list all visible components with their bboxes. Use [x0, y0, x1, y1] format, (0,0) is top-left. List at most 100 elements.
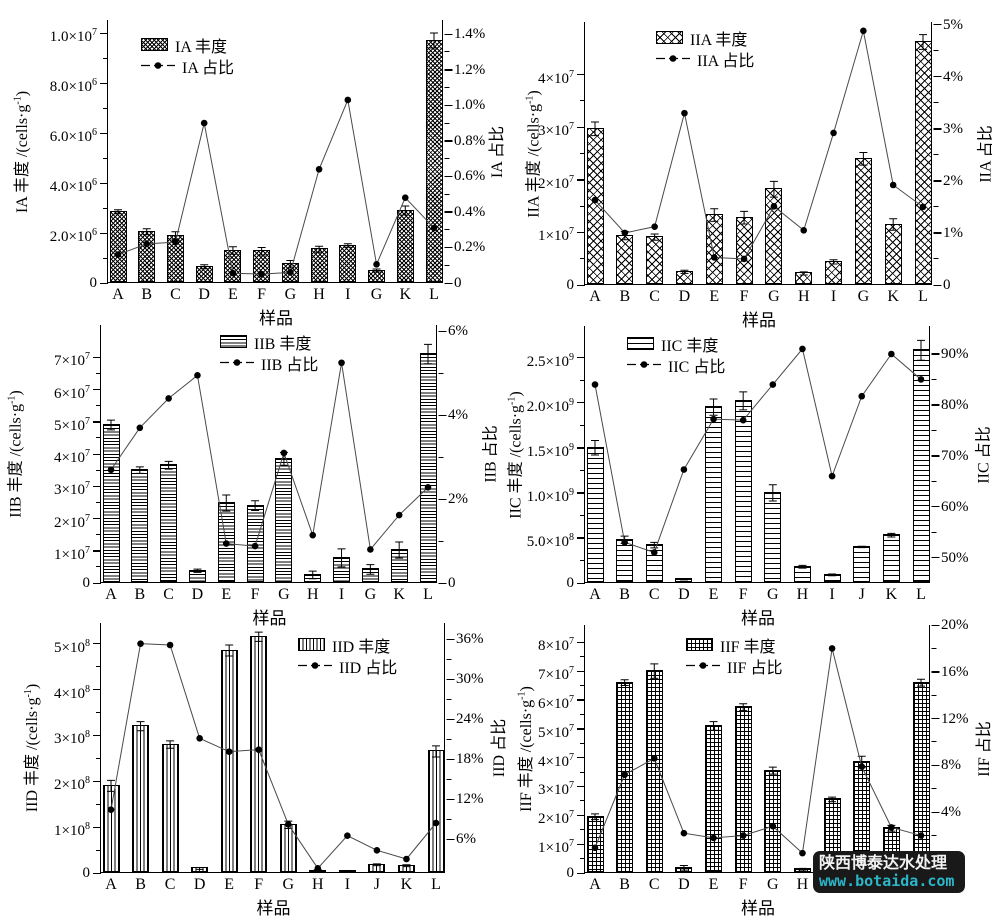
x-category-label: H	[306, 586, 319, 603]
right-axis-minor-tick	[438, 540, 443, 542]
legend-item-bar: IIF 丰度	[686, 634, 783, 656]
x-category-label: D	[678, 288, 691, 305]
right-tick-label: 18%	[456, 751, 484, 767]
right-axis-tick	[446, 758, 454, 760]
left-tick-label: 8.0×106	[49, 77, 97, 95]
right-axis-tick	[931, 718, 939, 720]
left-axis-tick	[577, 537, 585, 539]
right-axis-minor-tick	[446, 738, 451, 740]
left-axis-minor-tick	[103, 257, 108, 259]
bar-IA-L	[425, 39, 443, 282]
right-tick-label: 50%	[941, 549, 969, 566]
x-category-label: F	[738, 586, 748, 603]
chart-panel-IIB: 0 1×107 2×107 3×107 4×107 5×107 6×107 7×107 0 2% 4…	[0, 305, 502, 628]
right-tick-label: 0.6%	[454, 168, 486, 185]
bar-IIA-B	[616, 234, 634, 284]
right-tick-label: 2%	[448, 491, 468, 508]
right-tick-label: 1.2%	[454, 61, 486, 78]
x-category-label: B	[619, 586, 630, 603]
x-category-label: K	[399, 286, 412, 303]
left-axis-tick	[577, 402, 585, 404]
left-tick-label: 1×107	[54, 544, 90, 563]
bar-IIA-L	[914, 41, 932, 284]
right-axis-tick	[933, 76, 941, 78]
right-axis-tick	[931, 557, 939, 559]
y-axis-title-right-text: IIC 占比	[976, 425, 993, 484]
left-tick-label: 2×107	[538, 809, 574, 828]
left-axis-tick	[577, 872, 585, 874]
left-axis-tick	[93, 421, 101, 423]
left-tick-label: 1×107	[538, 838, 574, 857]
right-tick-label: 4%	[941, 804, 961, 821]
x-category-label: A	[112, 286, 124, 303]
left-tick-label: 2.0×109	[526, 396, 574, 415]
left-axis-minor-tick	[580, 800, 585, 802]
legend-IIC: IIC 丰度 IIC 占比	[627, 333, 725, 376]
x-axis-title: 样品	[741, 899, 775, 918]
right-axis-tick	[931, 671, 939, 673]
x-category-label: E	[708, 876, 719, 893]
y-axis-title-left: IIC 丰度 /(cells·g-1)	[503, 326, 525, 583]
left-axis-minor-tick	[580, 514, 585, 516]
bar-IID-A	[102, 784, 120, 872]
x-category-label: B	[619, 876, 630, 893]
right-axis-tick	[446, 638, 454, 640]
right-axis-minor-tick	[931, 788, 936, 790]
left-tick-label: 0	[566, 277, 575, 293]
right-tick-label: 0.4%	[454, 203, 486, 220]
bar-IIF-E	[705, 724, 723, 872]
x-category-label: I	[345, 286, 351, 303]
y-axis-title-right: IIC 占比	[971, 326, 993, 583]
x-category-label: L	[423, 586, 433, 603]
bar-IIB-D	[188, 569, 206, 582]
left-tick-label: 6×107	[538, 693, 574, 712]
y-axis-title-left-text: IIA 丰度 /(cells·g-1)	[524, 89, 543, 218]
y-axis-title-right-text: IIF 占比	[976, 721, 993, 777]
legend-bar-swatch	[656, 31, 683, 44]
left-axis-minor-tick	[103, 107, 108, 109]
x-category-label: K	[393, 586, 405, 603]
left-axis-minor-tick	[580, 205, 585, 207]
x-category-label: G	[768, 288, 780, 305]
right-tick-label: 20%	[941, 617, 969, 633]
left-axis-tick	[93, 389, 101, 391]
left-tick-label: 0	[566, 865, 575, 881]
left-tick-label: 1×108	[54, 821, 90, 840]
x-category-label: D	[678, 586, 690, 603]
x-category-label: G	[857, 288, 870, 305]
x-category-label: C	[648, 586, 660, 603]
right-axis-minor-tick	[444, 122, 449, 124]
left-axis-minor-tick	[580, 559, 585, 561]
x-category-label: I	[829, 586, 835, 603]
legend-IIA: IIA 丰度 IIA 占比	[656, 27, 754, 70]
x-category-label: G	[767, 586, 779, 603]
right-axis-minor-tick	[444, 264, 449, 266]
bar-IIB-E	[217, 502, 235, 582]
legend-item-line: IIB 占比	[220, 352, 318, 374]
bar-IA-G	[368, 269, 386, 282]
left-tick-label: 2.0×106	[49, 227, 97, 245]
left-axis-tick	[577, 757, 585, 759]
legend-item-bar: IA 丰度	[141, 34, 234, 56]
legend-item-bar: IIC 丰度	[627, 333, 725, 355]
left-axis-tick	[93, 582, 101, 584]
bar-IIA-G	[854, 157, 872, 284]
x-category-label: B	[135, 876, 146, 893]
x-category-label: F	[254, 876, 264, 893]
legend-item-line: IIC 占比	[627, 354, 725, 376]
x-axis-title: 样品	[259, 309, 293, 328]
left-axis-minor-tick	[96, 372, 101, 374]
x-category-label: C	[164, 876, 176, 893]
legend-item-line: IIF 占比	[686, 655, 783, 677]
right-axis-minor-tick	[444, 87, 449, 89]
left-axis-minor-tick	[96, 711, 101, 713]
x-category-label: K	[400, 876, 413, 893]
bar-IA-D	[195, 265, 213, 282]
left-axis-tick	[93, 356, 101, 359]
right-tick-label: 90%	[941, 345, 969, 362]
bar-IID-C	[161, 743, 179, 872]
right-axis-tick	[933, 24, 941, 26]
right-axis-tick	[931, 353, 939, 355]
bar-IID-I	[338, 870, 356, 872]
right-tick-label: 0	[943, 277, 951, 293]
